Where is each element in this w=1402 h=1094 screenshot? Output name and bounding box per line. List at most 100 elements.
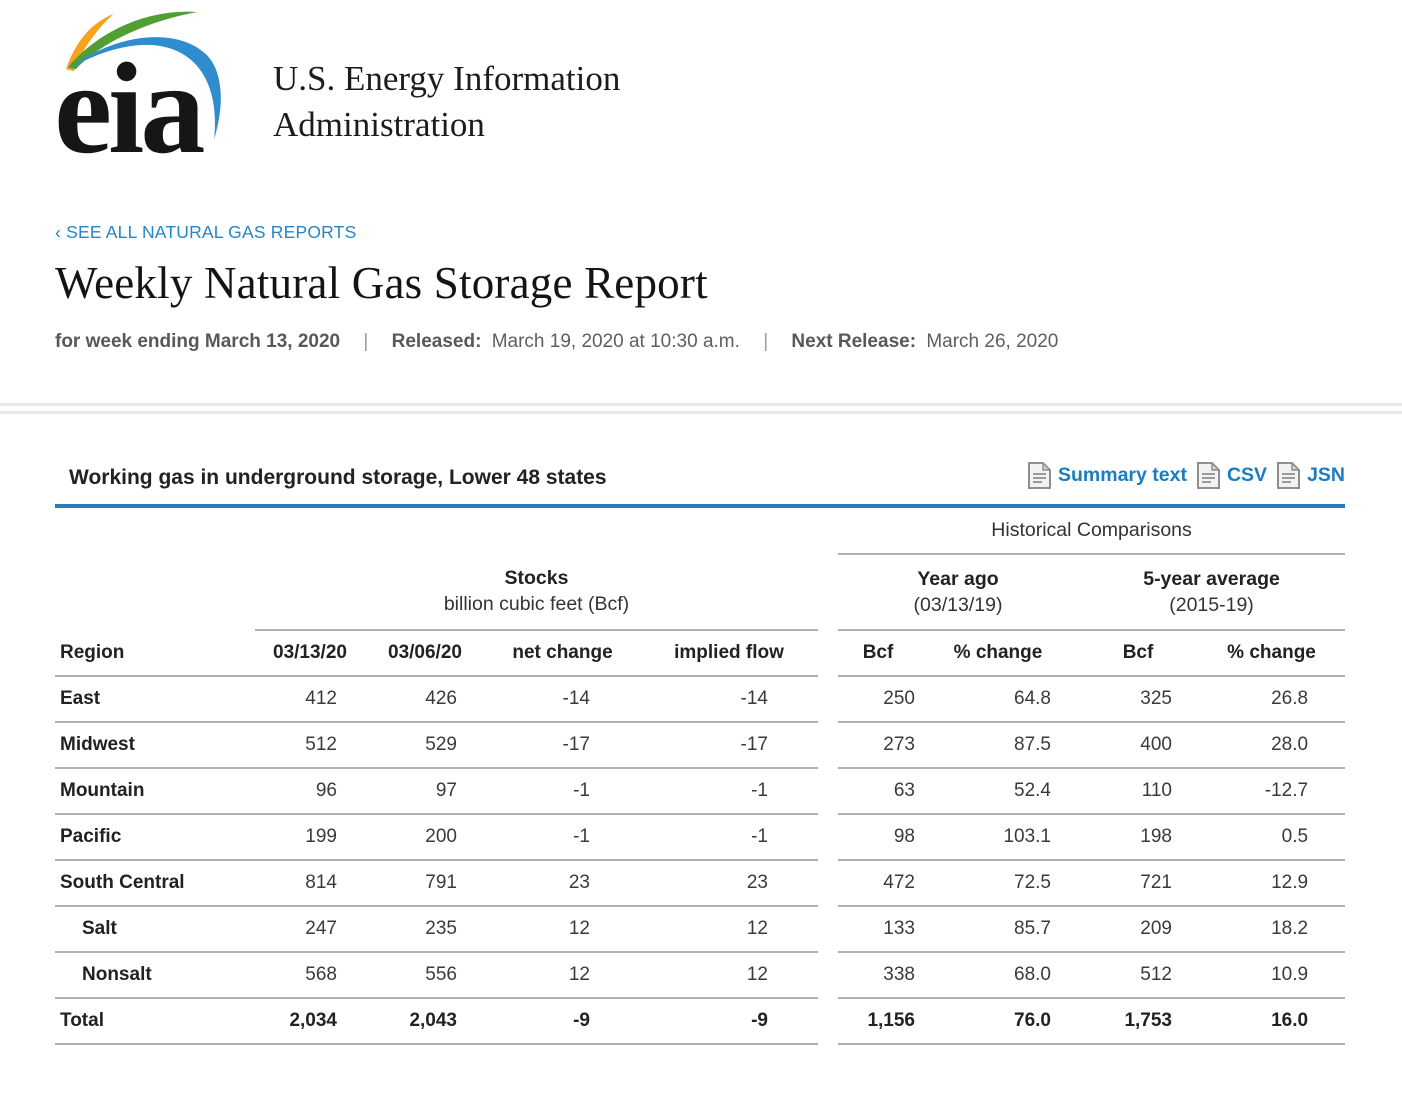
document-icon <box>1196 462 1220 489</box>
value-cell: 103.1 <box>918 814 1078 861</box>
csv-label: CSV <box>1226 464 1268 486</box>
table-row: South Central 814 791 23 23 472 72.5 721 12.9 <box>55 860 1346 907</box>
table-toolbar: Working gas in underground storage, Lowe… <box>55 462 1345 504</box>
value-cell: -14 <box>640 676 818 723</box>
value-cell: -9 <box>485 998 640 1045</box>
region-cell: Salt <box>55 906 255 953</box>
value-cell: -1 <box>485 814 640 861</box>
value-cell: 250 <box>838 676 918 723</box>
see-all-reports-link[interactable]: ‹ SEE ALL NATURAL GAS REPORTS <box>55 222 357 242</box>
next-release-value: March 26, 2020 <box>926 331 1059 352</box>
column-gap <box>818 676 838 722</box>
page-title: Weekly Natural Gas Storage Report <box>55 258 708 308</box>
value-cell: 12 <box>640 906 818 953</box>
eia-logo-icon: eia <box>54 11 221 181</box>
table-row: Midwest 512 529 -17 -17 273 87.5 400 28.0 <box>55 722 1346 769</box>
value-cell: 10.9 <box>1198 952 1346 999</box>
storage-table: Historical Comparisons Stocks billion cu… <box>55 508 1346 1045</box>
export-links: Summary text CSV <box>1027 462 1345 490</box>
value-cell: 512 <box>1078 952 1198 999</box>
value-cell: 199 <box>255 814 365 861</box>
week-ending-text: for week ending March 13, 2020 <box>55 331 341 352</box>
column-header-pct-change-1: % change <box>918 630 1078 677</box>
value-cell: -17 <box>640 722 818 769</box>
year-ago-subtitle: (03/13/19) <box>913 593 1003 616</box>
column-header-bcf-2: Bcf <box>1078 630 1198 677</box>
spacer-cell <box>55 508 818 554</box>
value-cell: 235 <box>365 906 485 953</box>
value-cell: 0.5 <box>1198 814 1346 861</box>
column-header-region: Region <box>55 630 255 677</box>
stocks-group-header: Stocks billion cubic feet (Bcf) <box>255 554 818 631</box>
column-gap <box>818 860 838 906</box>
value-cell: 23 <box>485 860 640 907</box>
value-cell: 2,043 <box>365 998 485 1045</box>
year-ago-group-header: Year ago (03/13/19) <box>838 554 1078 631</box>
five-year-title: 5-year average <box>1143 567 1280 590</box>
value-cell: 426 <box>365 676 485 723</box>
summary-text-link[interactable]: Summary text <box>1027 462 1187 489</box>
csv-link[interactable]: CSV <box>1196 462 1268 489</box>
value-cell: 85.7 <box>918 906 1078 953</box>
separator: | <box>763 331 769 352</box>
column-gap <box>818 814 838 860</box>
region-cell: Pacific <box>55 814 255 861</box>
value-cell: 16.0 <box>1198 998 1346 1045</box>
spacer-cell <box>55 554 255 630</box>
value-cell: 1,156 <box>838 998 918 1045</box>
table-row: Nonsalt 568 556 12 12 338 68.0 512 10.9 <box>55 952 1346 999</box>
value-cell: 2,034 <box>255 998 365 1045</box>
jsn-link[interactable]: JSN <box>1277 462 1345 489</box>
column-header-pct-change-2: % change <box>1198 630 1346 677</box>
column-gap <box>818 952 838 998</box>
value-cell: 529 <box>365 722 485 769</box>
column-gap <box>818 508 838 554</box>
summary-text-label: Summary text <box>1057 464 1187 486</box>
value-cell: -1 <box>640 768 818 815</box>
eia-logo[interactable]: eia <box>54 8 235 181</box>
page-divider <box>0 403 1402 414</box>
document-icon <box>1277 462 1301 489</box>
next-release-label: Next Release: <box>791 331 917 352</box>
column-gap <box>818 630 838 676</box>
value-cell: 68.0 <box>918 952 1078 999</box>
value-cell: 400 <box>1078 722 1198 769</box>
value-cell: 64.8 <box>918 676 1078 723</box>
agency-name: U.S. Energy Information Administration <box>273 56 620 148</box>
value-cell: 325 <box>1078 676 1198 723</box>
column-header-row: Region 03/13/20 03/06/20 net change impl… <box>55 630 1346 677</box>
jsn-label: JSN <box>1307 464 1345 486</box>
value-cell: 512 <box>255 722 365 769</box>
value-cell: 814 <box>255 860 365 907</box>
value-cell: 52.4 <box>918 768 1078 815</box>
value-cell: 12 <box>485 952 640 999</box>
eia-logo-text: eia <box>55 37 204 156</box>
value-cell: 133 <box>838 906 918 953</box>
value-cell: 12.9 <box>1198 860 1346 907</box>
stocks-subtitle: billion cubic feet (Bcf) <box>443 593 630 615</box>
value-cell: 87.5 <box>918 722 1078 769</box>
value-cell: 28.0 <box>1198 722 1346 769</box>
value-cell: 76.0 <box>918 998 1078 1045</box>
column-header-implied-flow: implied flow <box>640 630 818 677</box>
value-cell: -17 <box>485 722 640 769</box>
value-cell: 97 <box>365 768 485 815</box>
column-gap <box>818 906 838 952</box>
value-cell: -12.7 <box>1198 768 1346 815</box>
report-head: ‹ SEE ALL NATURAL GAS REPORTS Weekly Nat… <box>0 160 1402 353</box>
table-top-rule <box>55 504 1345 508</box>
value-cell: 791 <box>365 860 485 907</box>
historical-comparisons-label: Historical Comparisons <box>838 508 1346 555</box>
value-cell: 18.2 <box>1198 906 1346 953</box>
column-gap <box>818 554 838 630</box>
column-gap <box>818 768 838 814</box>
region-cell: East <box>55 676 255 723</box>
masthead: eia U.S. Energy Information Administrati… <box>0 0 1402 181</box>
released-value: March 19, 2020 at 10:30 a.m. <box>491 331 740 352</box>
storage-table-section: Working gas in underground storage, Lowe… <box>55 462 1346 1045</box>
value-cell: 412 <box>255 676 365 723</box>
value-cell: 472 <box>838 860 918 907</box>
column-header-date2: 03/06/20 <box>365 630 485 677</box>
column-header-date1: 03/13/20 <box>255 630 365 677</box>
value-cell: 568 <box>255 952 365 999</box>
